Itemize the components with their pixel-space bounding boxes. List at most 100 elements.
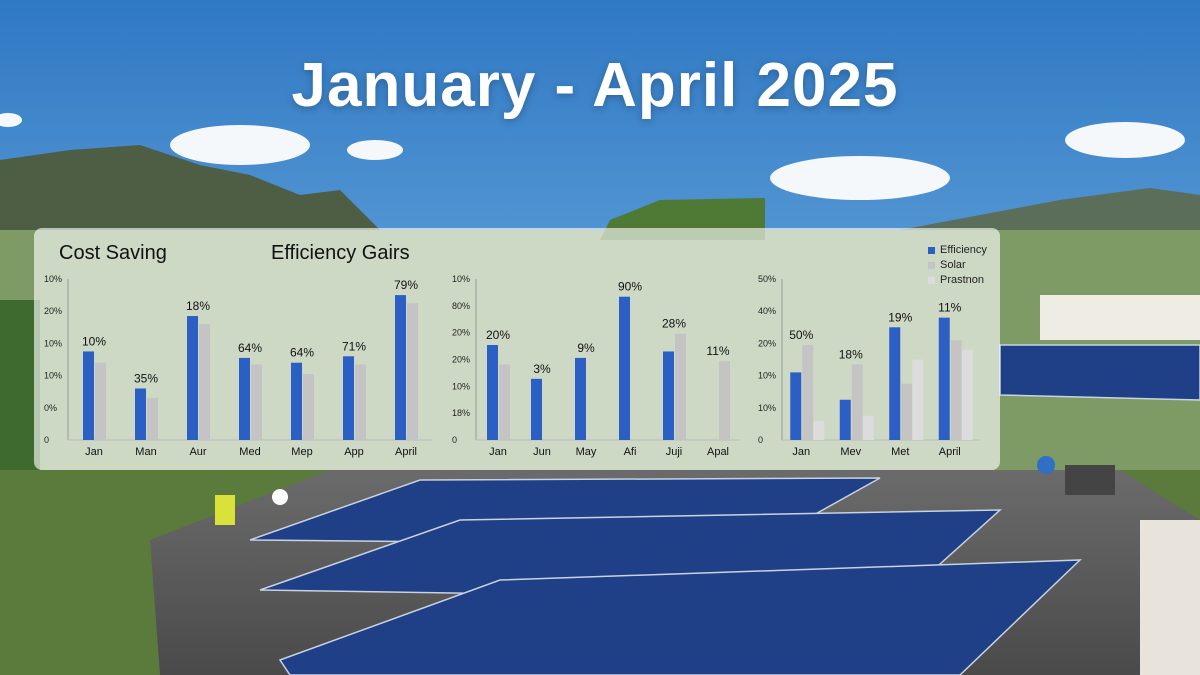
legend-item-solar: Solar xyxy=(928,258,987,273)
bar-series-0 xyxy=(239,357,250,440)
legend: Efficiency Solar Prastnon xyxy=(928,243,987,288)
bar-series-1 xyxy=(355,364,366,440)
y-tick-label: 0 xyxy=(758,435,763,445)
data-label: 28% xyxy=(662,317,686,331)
data-label: 19% xyxy=(888,310,912,324)
y-tick-label: 0 xyxy=(44,435,49,445)
bar-prastnon xyxy=(813,420,825,440)
y-tick-label: 18% xyxy=(452,408,470,418)
data-label: 50% xyxy=(789,328,813,342)
bar-series-0 xyxy=(531,378,542,440)
bar-series-1 xyxy=(251,364,262,440)
y-tick-label: 20% xyxy=(452,355,470,365)
bar-series-0 xyxy=(343,356,354,440)
bar-series-0 xyxy=(575,357,586,440)
bar-series-1 xyxy=(303,373,314,440)
x-tick-label: Mep xyxy=(291,446,312,458)
bar-series-1 xyxy=(407,303,418,440)
bar-prastnon xyxy=(961,349,973,440)
y-tick-label: 10% xyxy=(758,403,776,413)
x-tick-label: Mev xyxy=(840,446,861,458)
clouds xyxy=(0,113,1185,200)
x-tick-label: Aur xyxy=(189,446,206,458)
bar-series-0 xyxy=(619,296,630,440)
bar-prastnon xyxy=(912,359,924,440)
data-label: 11% xyxy=(706,344,729,358)
x-tick-label: April xyxy=(395,446,417,458)
legend-label: Efficiency xyxy=(940,244,987,256)
data-label: 79% xyxy=(394,278,418,292)
data-label: 64% xyxy=(290,346,314,360)
bar-series-1 xyxy=(199,324,210,440)
y-tick-label: 10% xyxy=(44,274,62,284)
y-tick-label: 50% xyxy=(758,274,776,284)
y-tick-label: 0 xyxy=(452,435,457,445)
bar-solar xyxy=(851,364,863,440)
x-tick-label: Juji xyxy=(666,446,683,458)
data-label: 18% xyxy=(839,347,863,361)
bar-series-1 xyxy=(147,398,158,440)
bar-solar xyxy=(950,340,962,440)
bar-series-1 xyxy=(95,362,106,440)
bar-series-1 xyxy=(675,333,686,440)
efficiency-gains-title: Efficiency Gairs xyxy=(271,242,410,264)
data-label: 20% xyxy=(486,328,510,342)
legend-item-efficiency: Efficiency xyxy=(928,243,987,258)
x-tick-label: Jun xyxy=(533,446,551,458)
bar-series-0 xyxy=(291,362,302,440)
solar-panels xyxy=(249,344,1200,675)
workers xyxy=(215,456,1115,525)
x-tick-label: App xyxy=(344,446,364,458)
data-label: 90% xyxy=(618,280,642,294)
x-tick-label: Med xyxy=(239,446,260,458)
x-tick-label: April xyxy=(939,446,961,458)
x-tick-label: Man xyxy=(135,446,156,458)
bar-efficiency xyxy=(839,399,851,440)
bar-series-1 xyxy=(719,361,730,440)
cost-saving-title: Cost Saving xyxy=(59,242,167,264)
bar-efficiency xyxy=(790,372,802,440)
data-label: 11% xyxy=(938,301,961,315)
data-label: 35% xyxy=(134,371,158,385)
legend-swatch xyxy=(928,247,935,254)
data-label: 18% xyxy=(186,299,210,313)
bar-series-0 xyxy=(663,351,674,440)
bar-series-0 xyxy=(83,351,94,440)
data-label: 64% xyxy=(238,341,262,355)
y-tick-label: 20% xyxy=(44,306,62,316)
y-tick-label: 80% xyxy=(452,301,470,311)
bar-series-0 xyxy=(395,295,406,440)
y-tick-label: 10% xyxy=(44,338,62,348)
y-tick-label: 10% xyxy=(758,371,776,381)
data-label: 9% xyxy=(577,341,595,355)
y-tick-label: 0% xyxy=(44,403,57,413)
data-label: 71% xyxy=(342,339,366,353)
y-tick-label: 40% xyxy=(758,306,776,316)
data-label: 3% xyxy=(533,362,551,376)
x-tick-label: May xyxy=(576,446,597,458)
bar-solar xyxy=(901,383,913,440)
x-tick-label: Apal xyxy=(707,446,729,458)
legend-item-prastnon: Prastnon xyxy=(928,273,987,288)
bar-solar xyxy=(802,345,814,440)
bar-series-0 xyxy=(135,388,146,440)
x-tick-label: Jan xyxy=(792,446,810,458)
y-tick-label: 10% xyxy=(452,381,470,391)
bar-efficiency xyxy=(889,327,901,440)
y-tick-label: 10% xyxy=(452,274,470,284)
legend-swatch xyxy=(928,262,935,269)
bar-efficiency xyxy=(938,317,950,440)
bar-series-0 xyxy=(487,345,498,440)
x-tick-label: Jan xyxy=(85,446,103,458)
y-tick-label: 20% xyxy=(452,328,470,338)
bar-series-1 xyxy=(499,364,510,440)
x-tick-label: Jan xyxy=(489,446,507,458)
x-tick-label: Afi xyxy=(624,446,637,458)
legend-label: Prastnon xyxy=(940,274,985,286)
y-tick-label: 10% xyxy=(44,371,62,381)
y-tick-label: 20% xyxy=(758,338,776,348)
x-tick-label: Met xyxy=(891,446,909,458)
bar-series-0 xyxy=(187,316,198,440)
data-label: 10% xyxy=(82,334,106,348)
page-title: January - April 2025 xyxy=(291,51,899,120)
